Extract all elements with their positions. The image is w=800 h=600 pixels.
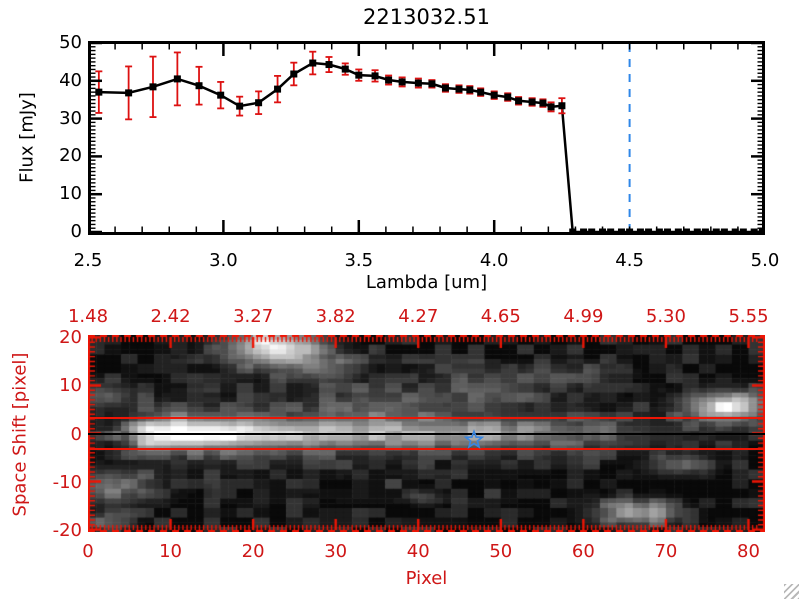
space-shift-tick-label: -10 (52, 471, 82, 493)
wavelength-top-tick-label: 5.55 (728, 306, 769, 327)
spectrum-axes-ticks (86, 41, 765, 235)
pixel-axis-label: Pixel (405, 568, 448, 589)
x-tick-label: 4.5 (615, 250, 644, 271)
resize-grip-icon[interactable] (784, 584, 799, 599)
wavelength-top-tick-label: 1.48 (67, 306, 109, 327)
aperture-line (88, 447, 765, 450)
x-tick-label: 3.5 (344, 250, 374, 271)
trace-line (88, 433, 765, 436)
x-tick-label: 4.0 (479, 250, 509, 271)
spectrum-svg (86, 41, 766, 236)
aperture-line (88, 416, 765, 419)
x-tick-label: 3.0 (209, 250, 238, 271)
wavelength-top-tick-label: 5.30 (645, 306, 686, 327)
pixel-tick-label: 70 (654, 541, 678, 562)
target-star-icon (464, 428, 485, 449)
space-shift-tick-label: 0 (70, 423, 82, 445)
y-tick-label: 0 (70, 221, 82, 242)
wavelength-top-tick-label: 4.99 (563, 306, 604, 327)
plot-title: 2213032.51 (363, 5, 490, 29)
pixel-tick-label: 10 (159, 541, 182, 562)
spectrum-plot (86, 41, 766, 236)
pixel-tick-label: 40 (406, 541, 430, 562)
y-tick-label: 40 (59, 69, 82, 91)
pixel-tick-label: 30 (324, 541, 348, 562)
x-tick-label: 5.0 (750, 250, 780, 271)
lambda-axis-label: Lambda [um] (365, 272, 488, 293)
data-point-squares (95, 59, 766, 236)
wavelength-top-tick-label: 2.42 (150, 306, 191, 327)
pixel-tick-label: 0 (82, 541, 94, 562)
y-tick-label: 50 (59, 32, 82, 53)
pixel-tick-label: 60 (571, 541, 595, 562)
space-shift-tick-label: 10 (59, 375, 82, 397)
space-shift-tick-label: 20 (59, 327, 82, 349)
x-tick-label: 2.5 (73, 250, 103, 271)
y-tick-label: 20 (59, 145, 82, 167)
wavelength-top-tick-label: 3.27 (233, 306, 274, 327)
y-tick-label: 30 (59, 107, 82, 129)
space-shift-axis-label: Space Shift [pixel] (9, 352, 31, 517)
y-tick-label: 10 (59, 183, 82, 205)
pixel-tick-label: 50 (489, 541, 513, 562)
wavelength-top-tick-label: 3.82 (315, 306, 356, 327)
pixel-tick-label: 80 (737, 541, 760, 562)
flux-axis-label: Flux [mJy] (16, 92, 38, 183)
pixel-tick-label: 20 (241, 541, 265, 562)
wavelength-top-tick-label: 4.27 (398, 306, 439, 327)
wavelength-top-tick-label: 4.65 (480, 306, 521, 327)
space-shift-tick-label: -20 (52, 519, 82, 541)
